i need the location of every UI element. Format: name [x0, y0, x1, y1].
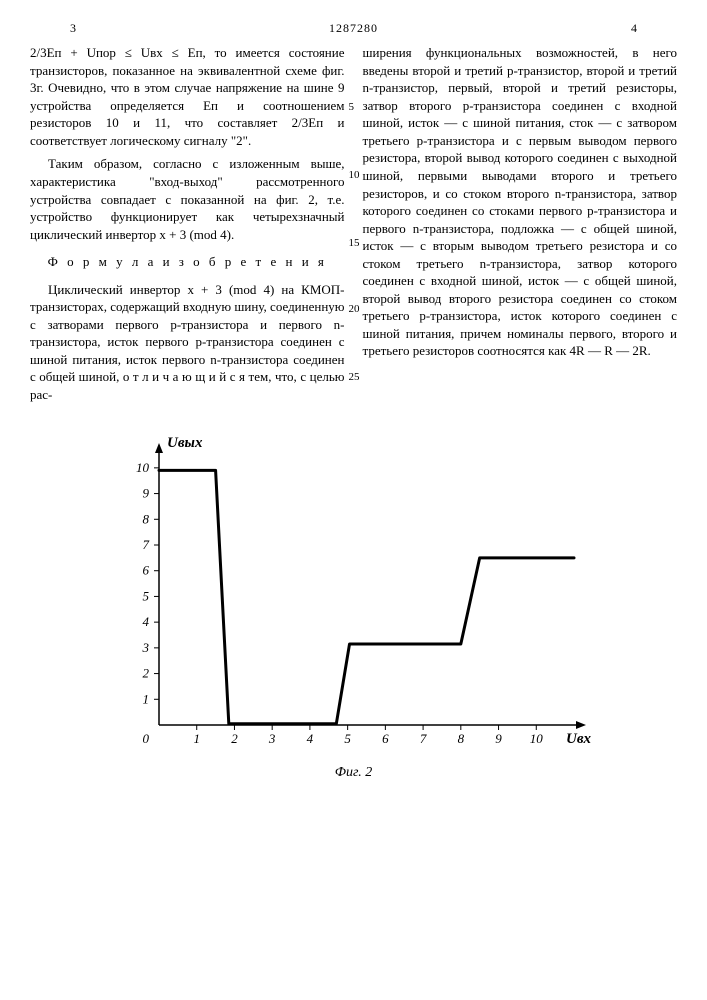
right-p1: ширения функциональных возможностей, в н…	[363, 44, 678, 360]
left-p1: 2/3Еп + Uпор ≤ Uвх ≤ Еп, то имеется сост…	[30, 44, 345, 149]
svg-text:7: 7	[419, 731, 426, 746]
page-header: 3 1287280 4	[30, 20, 677, 36]
left-p2: Таким образом, согласно с изложенным выш…	[30, 155, 345, 243]
svg-text:4: 4	[142, 614, 149, 629]
svg-text:6: 6	[142, 562, 149, 577]
line-mark-20: 20	[349, 302, 360, 317]
svg-text:6: 6	[382, 731, 389, 746]
doc-number: 1287280	[329, 20, 378, 36]
svg-text:Uвх: Uвх	[566, 731, 592, 747]
line-mark-25: 25	[349, 370, 360, 385]
text-columns: 2/3Еп + Uпор ≤ Uвх ≤ Еп, то имеется сост…	[30, 44, 677, 409]
chart-caption: Фиг. 2	[30, 764, 677, 783]
svg-text:9: 9	[495, 731, 502, 746]
svg-text:8: 8	[457, 731, 464, 746]
chart-container: 1 2 3 4 5 6 7 8 9 10 1 2 3 4 5 6 7 8 9 10 0 Uвых Uвх	[30, 430, 677, 760]
svg-text:7: 7	[142, 537, 149, 552]
left-p3: Циклический инвертор x + 3 (mod 4) на КМ…	[30, 281, 345, 404]
svg-text:10: 10	[136, 459, 150, 474]
svg-text:10: 10	[529, 731, 543, 746]
svg-text:4: 4	[306, 731, 313, 746]
step-chart: 1 2 3 4 5 6 7 8 9 10 1 2 3 4 5 6 7 8 9 10 0 Uвых Uвх	[104, 430, 604, 760]
page-num-right: 4	[631, 20, 637, 36]
left-column: 2/3Еп + Uпор ≤ Uвх ≤ Еп, то имеется сост…	[30, 44, 345, 409]
line-mark-5: 5	[349, 100, 355, 115]
svg-text:1: 1	[142, 691, 149, 706]
page-num-left: 3	[70, 20, 76, 36]
svg-text:5: 5	[142, 588, 149, 603]
svg-text:3: 3	[267, 731, 275, 746]
svg-text:8: 8	[142, 511, 149, 526]
svg-text:3: 3	[141, 639, 149, 654]
svg-text:1: 1	[193, 731, 200, 746]
svg-text:2: 2	[142, 665, 149, 680]
svg-text:Uвых: Uвых	[167, 435, 203, 451]
line-mark-15: 15	[349, 236, 360, 251]
svg-text:5: 5	[344, 731, 351, 746]
line-mark-10: 10	[349, 168, 360, 183]
svg-text:9: 9	[142, 485, 149, 500]
svg-text:2: 2	[231, 731, 238, 746]
formula-title: Ф о р м у л а и з о б р е т е н и я	[30, 253, 345, 271]
right-column: 5 10 15 20 25 ширения функциональных воз…	[363, 44, 678, 409]
svg-text:0: 0	[142, 731, 149, 746]
